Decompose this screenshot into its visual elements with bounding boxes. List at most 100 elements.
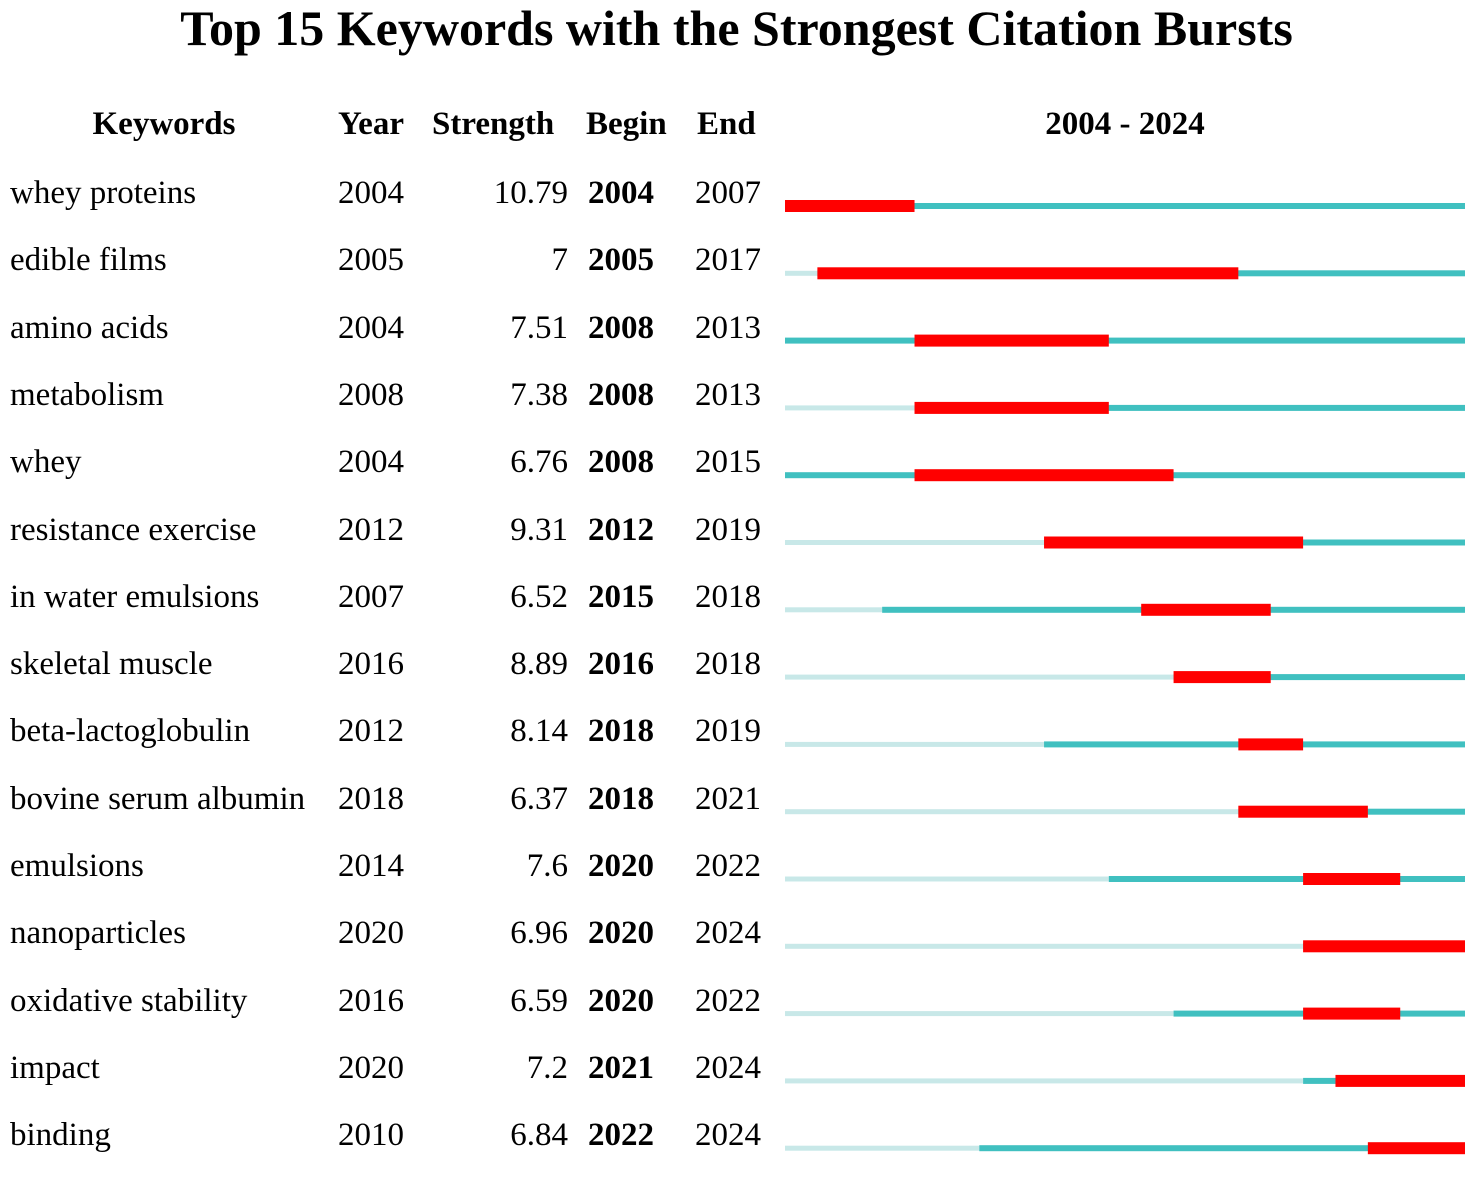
header-strength: Strength: [432, 106, 555, 142]
strength-cell: 6.76: [510, 444, 568, 481]
keyword-cell: beta-lactoglobulin: [10, 713, 251, 750]
header-keywords: Keywords: [92, 106, 236, 142]
chart-title: Top 15 Keywords with the Strongest Citat…: [180, 0, 1293, 56]
strength-cell: 6.96: [510, 915, 568, 952]
burst-bar: [914, 401, 1109, 414]
begin-cell: 2008: [588, 376, 654, 413]
strength-cell: 9.31: [510, 511, 568, 548]
burst-bar: [785, 200, 915, 212]
year-cell: 2004: [338, 175, 404, 211]
begin-cell: 2020: [588, 848, 654, 884]
end-cell: 2018: [695, 646, 761, 683]
burst-bar: [1303, 1007, 1401, 1020]
timeline-active-segment: [979, 1145, 1465, 1152]
begin-cell: 2020: [588, 982, 654, 1019]
keyword-cell: oxidative stability: [10, 982, 248, 1019]
year-cell: 2020: [338, 1049, 404, 1086]
burst-bar: [1367, 1142, 1465, 1155]
keyword-cell: bovine serum albumin: [10, 780, 306, 817]
timeline-active-segment: [1108, 876, 1465, 882]
begin-cell: 2008: [588, 309, 654, 346]
strength-cell: 6.59: [510, 982, 568, 1019]
table-row: oxidative stability 2016 6.59 2020 2022: [0, 981, 1473, 1048]
year-cell: 2008: [338, 376, 404, 413]
timeline-inactive-segment: [785, 876, 1109, 882]
begin-cell: 2004: [588, 175, 654, 211]
year-cell: 2012: [338, 713, 404, 750]
timeline-inactive-segment: [785, 1078, 1304, 1084]
end-cell: 2024: [695, 915, 761, 952]
table-row: whey proteins 2004 10.79 2004 2007: [0, 173, 1473, 240]
burst-bar: [914, 334, 1109, 347]
burst-bar: [1238, 805, 1368, 818]
end-cell: 2022: [695, 982, 761, 1019]
keyword-cell: impact: [10, 1049, 100, 1086]
end-cell: 2019: [695, 511, 761, 548]
keyword-cell: in water emulsions: [10, 578, 260, 615]
year-cell: 2016: [338, 646, 404, 683]
keyword-cell: emulsions: [10, 848, 144, 884]
begin-cell: 2008: [588, 444, 654, 481]
timeline-inactive-segment: [785, 1011, 1174, 1017]
begin-cell: 2022: [588, 1117, 654, 1154]
strength-cell: 6.52: [510, 578, 568, 615]
strength-cell: 7.38: [510, 376, 568, 413]
table-row: in water emulsions 2007 6.52 2015 2018: [0, 577, 1473, 644]
begin-cell: 2015: [588, 578, 654, 615]
strength-cell: 7.2: [526, 1049, 568, 1086]
table-row: nanoparticles 2020 6.96 2020 2024: [0, 913, 1473, 980]
end-cell: 2017: [695, 242, 761, 279]
end-cell: 2013: [695, 309, 761, 346]
begin-cell: 2012: [588, 511, 654, 548]
timeline-inactive-segment: [785, 607, 883, 613]
timeline-inactive-segment: [785, 809, 1239, 815]
burst-bar: [1335, 1074, 1465, 1087]
year-cell: 2014: [338, 848, 404, 884]
timeline-active-segment: [1173, 674, 1465, 681]
burst-bar: [1303, 940, 1465, 953]
strength-cell: 7.6: [526, 848, 568, 884]
begin-cell: 2005: [588, 242, 654, 279]
table-row: metabolism 2008 7.38 2008 2013: [0, 375, 1473, 442]
year-cell: 2004: [338, 309, 404, 346]
table-row: bovine serum albumin 2018 6.37 2018 2021: [0, 779, 1473, 846]
timeline-inactive-segment: [785, 270, 818, 276]
end-cell: 2024: [695, 1117, 761, 1154]
end-cell: 2022: [695, 848, 761, 884]
timeline-inactive-segment: [785, 674, 1174, 680]
strength-cell: 8.14: [510, 713, 568, 750]
keyword-cell: nanoparticles: [10, 915, 186, 952]
year-cell: 2016: [338, 982, 404, 1019]
begin-cell: 2016: [588, 646, 654, 683]
burst-bar: [1173, 671, 1271, 684]
begin-cell: 2018: [588, 713, 654, 750]
table-row: impact 2020 7.2 2021 2024: [0, 1048, 1473, 1115]
begin-cell: 2020: [588, 915, 654, 952]
table-row: beta-lactoglobulin 2012 8.14 2018 2019: [0, 711, 1473, 778]
keyword-cell: resistance exercise: [10, 511, 257, 548]
table-row: emulsions 2014 7.6 2020 2022: [0, 846, 1473, 913]
strength-cell: 6.37: [510, 780, 568, 817]
keyword-cell: metabolism: [10, 376, 164, 413]
header-year: Year: [338, 106, 404, 142]
year-cell: 2007: [338, 578, 404, 615]
keyword-cell: binding: [10, 1117, 111, 1154]
burst-bar: [1141, 603, 1271, 616]
strength-cell: 8.89: [510, 646, 568, 683]
keyword-cell: whey: [10, 444, 82, 481]
keyword-cell: edible films: [10, 242, 167, 279]
timeline-inactive-segment: [785, 1145, 980, 1151]
timeline-active-segment: [785, 337, 1465, 344]
year-cell: 2020: [338, 915, 404, 952]
burst-bar: [914, 469, 1174, 482]
begin-cell: 2018: [588, 780, 654, 817]
year-cell: 2004: [338, 444, 404, 481]
timeline-inactive-segment: [785, 943, 1304, 949]
timeline-inactive-segment: [785, 405, 915, 411]
keyword-cell: amino acids: [10, 309, 169, 346]
header-begin: Begin: [586, 106, 667, 142]
end-cell: 2007: [695, 175, 761, 211]
burst-bar: [1044, 536, 1304, 549]
timeline-active-segment: [914, 404, 1465, 411]
header-year-range: 2004 - 2024: [1045, 106, 1205, 142]
